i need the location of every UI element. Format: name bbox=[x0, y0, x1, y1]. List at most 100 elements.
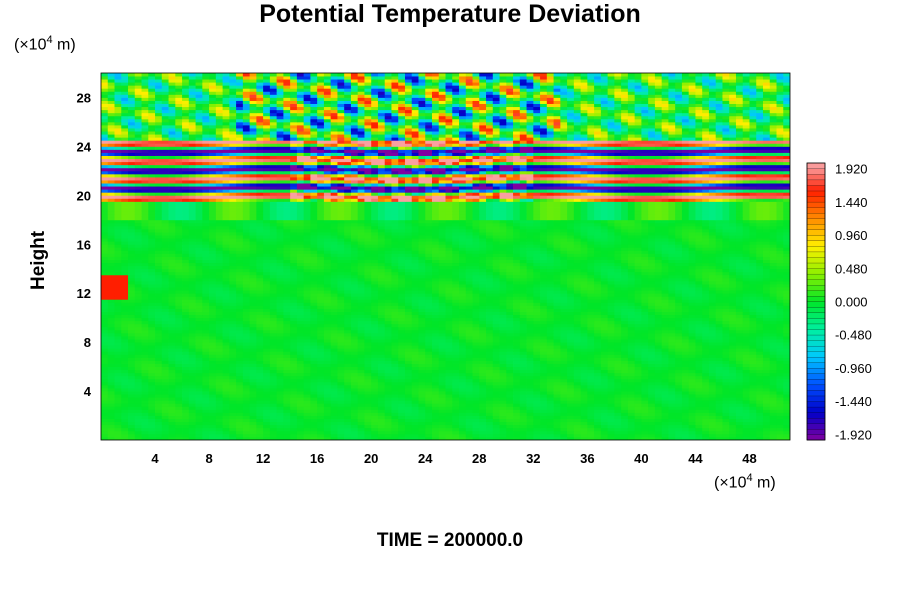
heatmap-cell bbox=[486, 311, 494, 316]
heatmap-cell bbox=[742, 354, 750, 358]
heatmap-cell bbox=[357, 293, 365, 297]
heatmap-cell bbox=[229, 409, 237, 413]
heatmap-cell bbox=[168, 299, 176, 303]
heatmap-cell bbox=[242, 342, 250, 346]
heatmap-cell bbox=[553, 317, 561, 322]
heatmap-cell bbox=[708, 433, 717, 438]
heatmap-cell bbox=[418, 415, 426, 419]
heatmap-cell bbox=[161, 378, 169, 383]
heatmap-cell bbox=[756, 424, 764, 429]
heatmap-cell bbox=[323, 391, 332, 395]
heatmap-cell bbox=[337, 305, 345, 309]
heatmap-cell bbox=[256, 360, 264, 364]
heatmap-cell bbox=[371, 381, 379, 386]
heatmap-cell bbox=[404, 339, 413, 343]
heatmap-cell bbox=[263, 436, 271, 440]
heatmap-cell bbox=[357, 317, 365, 322]
heatmap-cell bbox=[398, 320, 406, 325]
heatmap-cell bbox=[648, 290, 656, 294]
heatmap-cell bbox=[364, 372, 372, 377]
heatmap-cell bbox=[182, 394, 190, 398]
heatmap-cell bbox=[783, 345, 790, 349]
heatmap-cell bbox=[182, 415, 190, 419]
heatmap-cell bbox=[675, 326, 683, 331]
heatmap-cell bbox=[168, 400, 176, 404]
heatmap-cell bbox=[486, 296, 494, 300]
heatmap-cell bbox=[715, 436, 723, 440]
heatmap-cell bbox=[364, 415, 372, 419]
heatmap-cell bbox=[317, 366, 325, 371]
heatmap-cell bbox=[607, 299, 615, 303]
heatmap-cell bbox=[357, 308, 365, 312]
heatmap-cell bbox=[735, 400, 744, 404]
heatmap-cell bbox=[695, 421, 703, 426]
heatmap-cell bbox=[648, 412, 656, 416]
heatmap-cell bbox=[762, 326, 771, 331]
heatmap-cell bbox=[445, 336, 453, 340]
heatmap-cell bbox=[776, 336, 784, 340]
heatmap-cell bbox=[459, 290, 467, 294]
heatmap-cell bbox=[486, 381, 494, 386]
heatmap-cell bbox=[114, 345, 122, 349]
heatmap-cell bbox=[513, 391, 521, 395]
heatmap-cell bbox=[303, 342, 311, 346]
heatmap-cell bbox=[472, 421, 480, 426]
heatmap-cell bbox=[627, 427, 636, 432]
heatmap-cell bbox=[148, 418, 156, 423]
heatmap-cell bbox=[445, 403, 453, 407]
heatmap-cell bbox=[600, 342, 609, 346]
heatmap-cell bbox=[290, 290, 298, 294]
heatmap-cell bbox=[134, 302, 142, 306]
heatmap-cell bbox=[438, 339, 446, 343]
heatmap-cell bbox=[357, 406, 365, 410]
heatmap-cell bbox=[762, 329, 771, 334]
heatmap-cell bbox=[607, 415, 615, 419]
heatmap-cell bbox=[573, 436, 581, 440]
heatmap-cell bbox=[344, 345, 352, 349]
heatmap-cell bbox=[209, 317, 217, 322]
heatmap-cell bbox=[418, 299, 426, 303]
heatmap-cell bbox=[283, 381, 291, 386]
heatmap-cell bbox=[614, 299, 622, 303]
heatmap-cell bbox=[600, 357, 609, 361]
heatmap-cell bbox=[675, 293, 683, 297]
heatmap-cell bbox=[769, 381, 777, 386]
heatmap-cell bbox=[256, 388, 264, 392]
heatmap-cell bbox=[236, 391, 244, 395]
heatmap-cell bbox=[371, 424, 379, 429]
heatmap-cell bbox=[675, 378, 683, 383]
heatmap-cell bbox=[675, 366, 683, 371]
heatmap-cell bbox=[242, 409, 250, 413]
heatmap-cell bbox=[236, 317, 244, 322]
heatmap-cell bbox=[519, 409, 527, 413]
heatmap-cell bbox=[101, 400, 109, 404]
heatmap-cell bbox=[438, 388, 446, 392]
heatmap-cell bbox=[627, 406, 636, 410]
heatmap-cell bbox=[681, 305, 690, 309]
heatmap-cell bbox=[141, 339, 149, 343]
heatmap-cell bbox=[708, 339, 717, 343]
heatmap-cell bbox=[762, 378, 771, 383]
heatmap-cell bbox=[513, 418, 521, 423]
heatmap-cell bbox=[317, 397, 325, 401]
heatmap-cell bbox=[479, 351, 487, 355]
heatmap-cell bbox=[357, 339, 365, 343]
heatmap-cell bbox=[573, 400, 581, 404]
heatmap-cell bbox=[567, 336, 575, 340]
heatmap-cell bbox=[769, 403, 777, 407]
heatmap-cell bbox=[438, 311, 446, 316]
heatmap-cell bbox=[269, 400, 278, 404]
heatmap-cell bbox=[323, 400, 332, 404]
heatmap-cell bbox=[161, 320, 169, 325]
heatmap-cell bbox=[377, 403, 386, 407]
heatmap-cell bbox=[188, 290, 196, 294]
heatmap-cell bbox=[526, 397, 534, 401]
heatmap-cell bbox=[465, 375, 473, 380]
heatmap-cell bbox=[182, 360, 190, 364]
heatmap-cell bbox=[114, 363, 122, 367]
heatmap-cell bbox=[681, 351, 690, 355]
heatmap-cell bbox=[377, 394, 386, 398]
heatmap-cell bbox=[155, 342, 163, 346]
heatmap-cell bbox=[675, 299, 683, 303]
heatmap-cell bbox=[702, 360, 710, 364]
